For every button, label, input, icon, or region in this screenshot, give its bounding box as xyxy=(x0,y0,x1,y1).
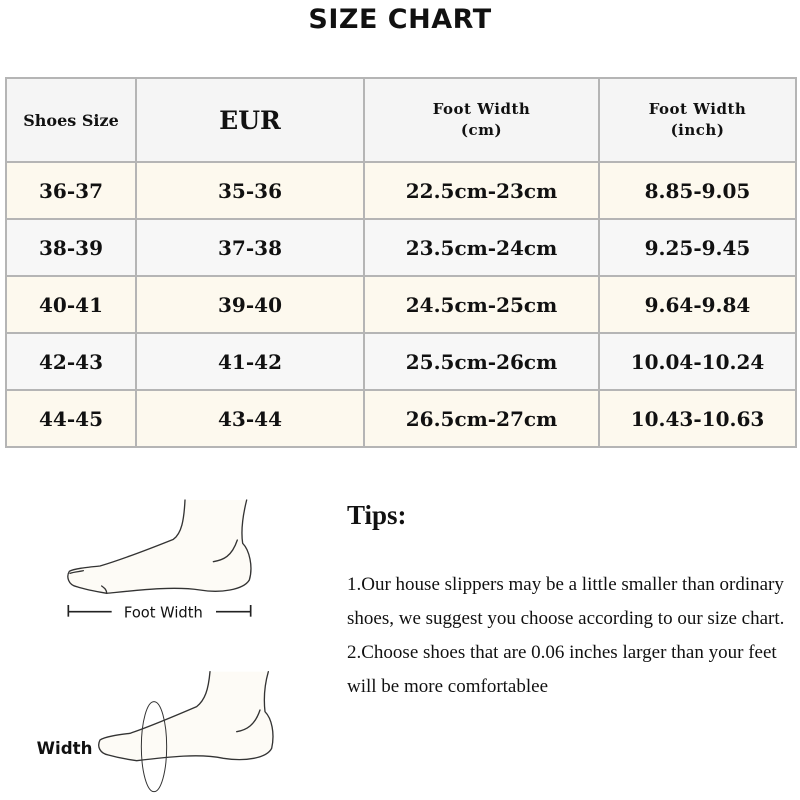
table-row: 40-41 39-40 24.5cm-25cm 9.64-9.84 xyxy=(5,275,797,334)
header-unit: (inch) xyxy=(670,121,725,139)
cell-shoes-size: 40-41 xyxy=(5,275,137,334)
foot-width-label: Foot Width xyxy=(124,604,203,621)
cell-foot-width-cm: 22.5cm-23cm xyxy=(363,161,600,220)
header-line: Foot Width xyxy=(648,100,747,118)
page-title: SIZE CHART xyxy=(308,4,492,35)
cell-eur: 37-38 xyxy=(135,218,365,277)
cell-shoes-size: 36-37 xyxy=(5,161,137,220)
table-header-row: Shoes Size EUR Foot Width (cm) Foot Width… xyxy=(5,77,797,163)
cell-foot-width-inch: 10.43-10.63 xyxy=(598,389,797,448)
cell-foot-width-cm: 25.5cm-26cm xyxy=(363,332,600,391)
width-ring-icon xyxy=(140,701,168,793)
cell-foot-width-cm: 24.5cm-25cm xyxy=(363,275,600,334)
width-label: Width xyxy=(37,739,93,758)
cell-foot-width-inch: 9.25-9.45 xyxy=(598,218,797,277)
tips-list: 1.Our house slippers may be a little sma… xyxy=(347,568,797,704)
cell-foot-width-inch: 10.04-10.24 xyxy=(598,332,797,391)
cell-foot-width-cm: 26.5cm-27cm xyxy=(363,389,600,448)
cell-shoes-size: 38-39 xyxy=(5,218,137,277)
tips-title: Tips: xyxy=(347,500,407,530)
header-shoes-size: Shoes Size xyxy=(5,77,137,163)
header-line: Foot Width xyxy=(432,100,531,118)
cell-eur: 39-40 xyxy=(135,275,365,334)
cell-eur: 41-42 xyxy=(135,332,365,391)
cell-foot-width-inch: 8.85-9.05 xyxy=(598,161,797,220)
cell-shoes-size: 42-43 xyxy=(5,332,137,391)
foot-outline-top xyxy=(67,499,252,595)
cell-eur: 35-36 xyxy=(135,161,365,220)
header-unit: (cm) xyxy=(460,121,503,139)
table-row: 36-37 35-36 22.5cm-23cm 8.85-9.05 xyxy=(5,161,797,220)
foot-measurement-diagram: Foot Width Width xyxy=(37,499,274,793)
table-row: 44-45 43-44 26.5cm-27cm 10.43-10.63 xyxy=(5,389,797,448)
cell-foot-width-cm: 23.5cm-24cm xyxy=(363,218,600,277)
table-row: 38-39 37-38 23.5cm-24cm 9.25-9.45 xyxy=(5,218,797,277)
header-foot-width-inch: Foot Width (inch) xyxy=(598,77,797,163)
cell-shoes-size: 44-45 xyxy=(5,389,137,448)
tip-item: 1.Our house slippers may be a little sma… xyxy=(347,574,785,629)
header-eur: EUR xyxy=(135,77,365,163)
table-row: 42-43 41-42 25.5cm-26cm 10.04-10.24 xyxy=(5,332,797,391)
header-foot-width-cm: Foot Width (cm) xyxy=(363,77,600,163)
size-chart-table: Shoes Size EUR Foot Width (cm) Foot Width… xyxy=(5,77,797,448)
cell-eur: 43-44 xyxy=(135,389,365,448)
tip-item: 2.Choose shoes that are 0.06 inches larg… xyxy=(347,642,777,697)
foot-outline-bottom xyxy=(98,671,274,762)
cell-foot-width-inch: 9.64-9.84 xyxy=(598,275,797,334)
